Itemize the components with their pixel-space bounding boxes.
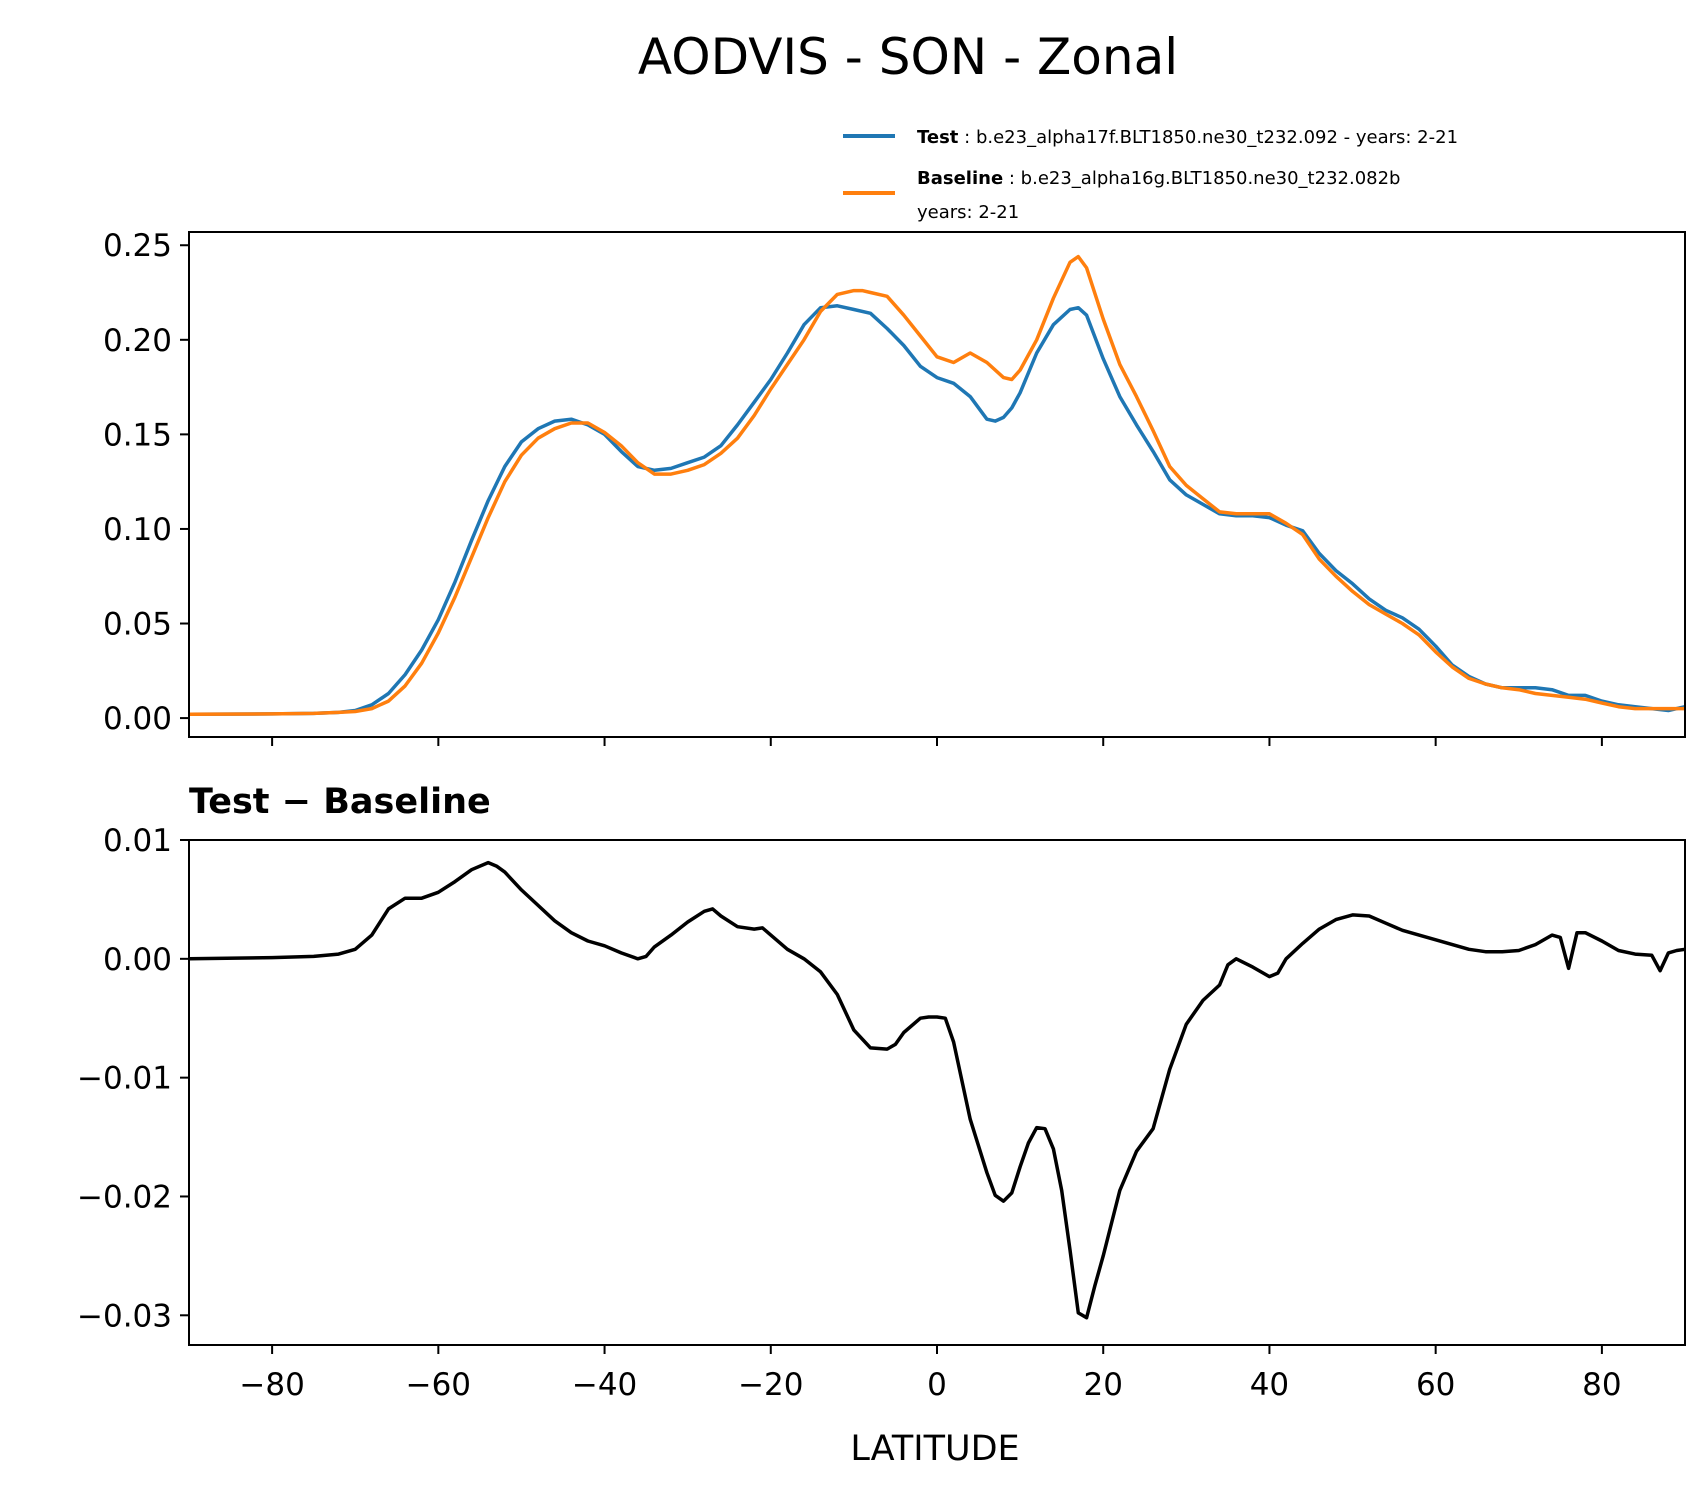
bottom-ytick-label: 0.00: [103, 942, 172, 978]
bottom-xtick-label: −20: [738, 1367, 803, 1403]
bottom-ytick-label: 0.01: [103, 823, 172, 859]
top-ytick-label: 0.05: [103, 607, 172, 643]
bottom-yticks: 0.01 0.00 −0.01 −0.02 −0.03: [77, 823, 189, 1334]
bottom-xtick-label: 20: [1083, 1367, 1122, 1403]
diff-panel-title: Test − Baseline: [189, 782, 491, 822]
x-axis-label: LATITUDE: [850, 1429, 1019, 1469]
top-series-line-baseline: [188, 254, 1685, 717]
legend-baseline-years: years: 2-21: [917, 202, 1019, 223]
bottom-xtick-label: 0: [927, 1367, 947, 1403]
legend-test-name: Test: [917, 127, 959, 148]
legend-baseline-desc: : b.e23_alpha16g.BLT1850.ne30_t232.082b: [1009, 168, 1401, 189]
bottom-series-line-test-baseline: [188, 860, 1686, 1320]
bottom-xtick-label: −60: [406, 1367, 471, 1403]
bottom-xtick-label: 40: [1250, 1367, 1289, 1403]
top-ytick-label: 0.25: [103, 228, 172, 264]
bottom-xtick-label: 80: [1582, 1367, 1621, 1403]
legend-baseline-name: Baseline: [917, 168, 1003, 189]
bottom-series-group: [188, 860, 1686, 1320]
top-xticks: [271, 737, 1603, 746]
top-yticks: 0.00 0.05 0.10 0.15 0.20 0.25: [103, 228, 189, 737]
bottom-ytick-label: −0.02: [77, 1179, 172, 1215]
bottom-xticks: −80 −60 −40 −20 0 20 40 60 80: [239, 1345, 1622, 1403]
top-series-group: [188, 254, 1686, 717]
bottom-ytick-label: −0.03: [77, 1298, 172, 1334]
top-axes-frame: [188, 231, 1686, 738]
top-ytick-label: 0.10: [103, 512, 172, 548]
top-series-line-test: [188, 304, 1686, 717]
bottom-xtick-label: 60: [1416, 1367, 1455, 1403]
top-ytick-label: 0.15: [103, 417, 172, 453]
bottom-xtick-label: −40: [572, 1367, 637, 1403]
bottom-axes-frame: [188, 839, 1686, 1346]
legend-test-entry: Test : b.e23_alpha17f.BLT1850.ne30_t232.…: [917, 127, 1458, 148]
top-ytick-label: 0.00: [103, 701, 172, 737]
legend-test-desc: : b.e23_alpha17f.BLT1850.ne30_t232.092 -…: [964, 127, 1458, 148]
top-panel: 0.00 0.05 0.10 0.15 0.20 0.25: [103, 228, 1686, 746]
legend: Test : b.e23_alpha17f.BLT1850.ne30_t232.…: [843, 127, 1458, 223]
top-ytick-label: 0.20: [103, 323, 172, 359]
legend-baseline-entry: Baseline : b.e23_alpha16g.BLT1850.ne30_t…: [917, 168, 1400, 189]
bottom-ytick-label: −0.01: [77, 1061, 172, 1097]
bottom-xtick-label: −80: [239, 1367, 304, 1403]
figure-title: AODVIS - SON - Zonal: [638, 28, 1178, 86]
bottom-panel: 0.01 0.00 −0.01 −0.02 −0.03 −80 −60 −40 −20 0 20 4…: [77, 823, 1686, 1403]
